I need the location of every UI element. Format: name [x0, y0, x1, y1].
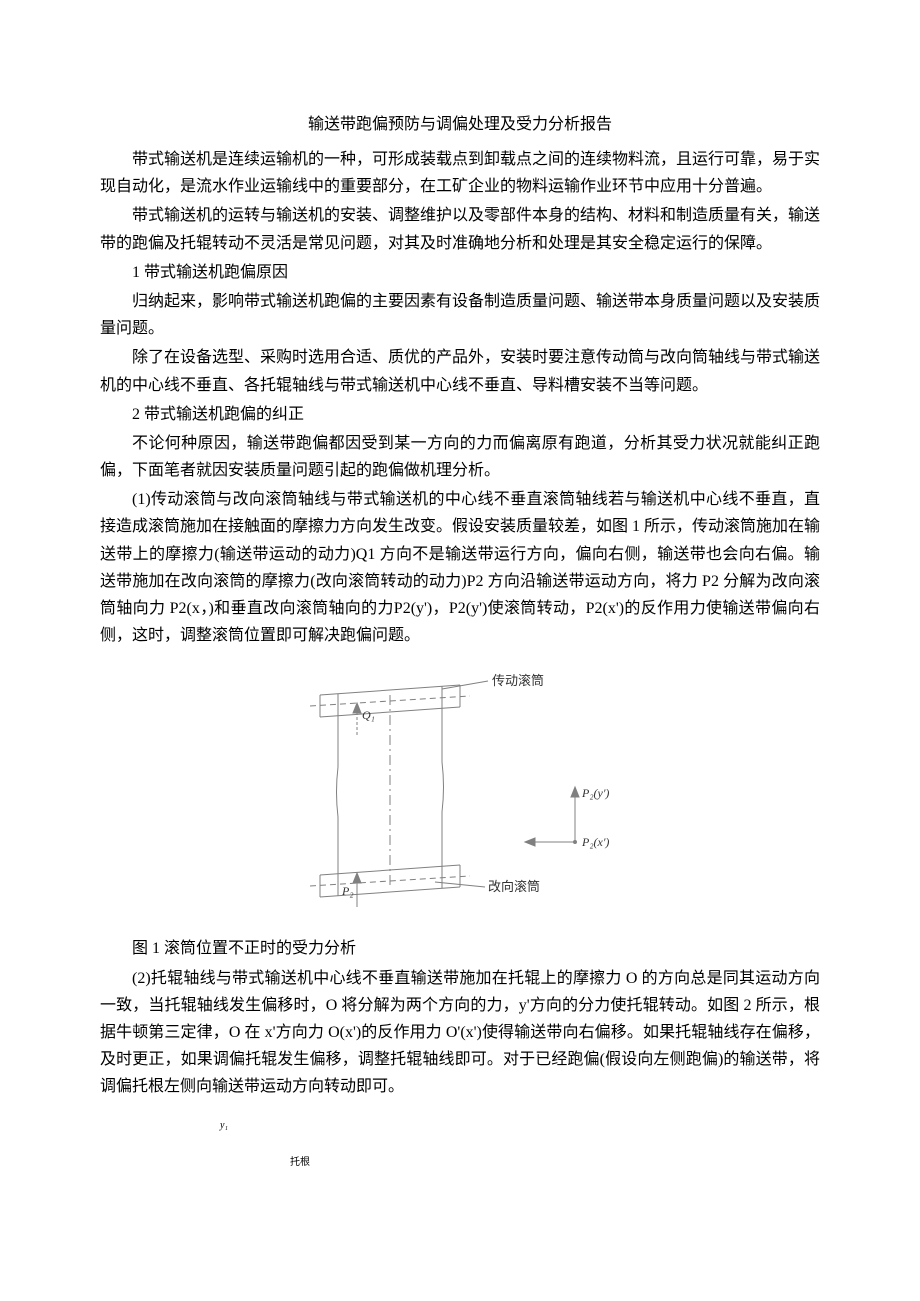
paragraph-s1-1: 归纳起来，影响带式输送机跑偏的主要因素有设备制造质量问题、输送带本身质量问题以及…	[100, 288, 820, 342]
figure-2-y1-label: y₁	[220, 1113, 820, 1138]
figure-1-label-bottom: 改向滚筒	[488, 879, 540, 894]
figure-1-label-top: 传动滚筒	[492, 673, 544, 688]
paragraph-s2-item2: (2)托辊轴线与带式输送机中心线不垂直输送带施加在托辊上的摩擦力 O 的方向总是…	[100, 965, 820, 1101]
figure-1-diagram: Q₁ 传动滚筒 P₂	[280, 667, 640, 927]
figure-1-caption: 图 1 滚筒位置不正时的受力分析	[100, 935, 820, 962]
figure-1-label-py: P₂(y')	[581, 786, 609, 800]
heading-section-1: 1 带式输送机跑偏原因	[100, 259, 820, 286]
paragraph-intro-2: 带式输送机的运转与输送机的安装、调整维护以及零部件本身的结构、材料和制造质量有关…	[100, 202, 820, 256]
figure-1-container: Q₁ 传动滚筒 P₂	[100, 667, 820, 927]
figure-1-label-q: Q₁	[362, 708, 375, 722]
document-title: 输送带跑偏预防与调偏处理及受力分析报告	[100, 110, 820, 134]
figure-1-label-p: P₂	[341, 884, 354, 898]
paragraph-s2-item1: (1)传动滚筒与改向滚筒轴线与带式输送机的中心线不垂直滚筒轴线若与输送机中心线不…	[100, 486, 820, 649]
heading-section-2: 2 带式输送机跑偏的纠正	[100, 401, 820, 428]
figure-2-partial: y₁ 托根	[200, 1113, 820, 1175]
paragraph-intro-1: 带式输送机是连续运输机的一种，可形成装载点到卸载点之间的连续物料流，且运行可靠，…	[100, 146, 820, 200]
paragraph-s1-2: 除了在设备选型、采购时选用合适、质优的产品外，安装时要注意传动筒与改向筒轴线与带…	[100, 344, 820, 398]
figure-2-label: 托根	[290, 1150, 820, 1175]
figure-1-label-px: P₂(x')	[581, 835, 609, 849]
paragraph-s2-1: 不论何种原因，输送带跑偏都因受到某一方向的力而偏离原有跑道，分析其受力状况就能纠…	[100, 430, 820, 484]
